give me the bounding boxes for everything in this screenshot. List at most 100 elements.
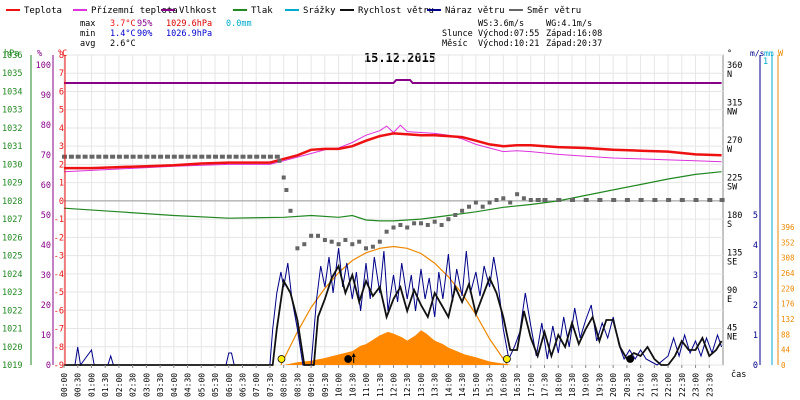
smer-point-35 xyxy=(288,208,293,213)
smer-point-32 xyxy=(277,158,282,163)
smer-point-84 xyxy=(707,198,713,202)
stat-max-2: 95% xyxy=(137,19,152,29)
xtick-label: 17:30 xyxy=(541,373,550,397)
smer-point-81 xyxy=(666,198,672,202)
xtick-label: 02:00 xyxy=(115,373,124,397)
xtick-label: 00:30 xyxy=(74,373,83,397)
tick-dir-name: SE xyxy=(727,258,737,268)
tick-degc: 8 xyxy=(59,51,64,61)
smer-point-13 xyxy=(151,154,157,159)
xtick-label: 08:00 xyxy=(280,373,289,397)
smer-point-49 xyxy=(384,229,389,234)
smer-point-82 xyxy=(679,198,685,202)
info-sun-rise: Východ:07:55 xyxy=(478,29,539,39)
smer-point-83 xyxy=(693,198,699,202)
tick-pct: 40 xyxy=(41,241,51,251)
tick-pct: 10 xyxy=(41,331,51,341)
tick-dir-name: NE xyxy=(727,333,737,343)
smer-point-75 xyxy=(583,198,589,202)
xtick-label: 20:00 xyxy=(609,373,618,397)
marker-moonset xyxy=(626,355,635,363)
tick-hpa: 1035 xyxy=(2,69,22,79)
tick-pct: 30 xyxy=(41,271,51,281)
smer-point-41 xyxy=(329,239,334,244)
legend-label-teplota: Teplota xyxy=(24,6,62,16)
series-vlhkost xyxy=(64,79,722,84)
legend-label-naraz: Náraz větru xyxy=(445,6,505,16)
xtick-label: 20:30 xyxy=(623,373,632,397)
tick-degc: -9 xyxy=(54,361,64,371)
legend: Teplota Přízemní teplota Vlhkost Tlak Srážky… xyxy=(6,6,581,16)
smer-point-16 xyxy=(171,154,177,159)
stat-max-0: max xyxy=(80,19,95,29)
smer-point-4 xyxy=(89,154,95,159)
series-teplota xyxy=(64,132,722,170)
smer-point-40 xyxy=(322,238,327,242)
smer-point-39 xyxy=(316,233,320,238)
smer-point-11 xyxy=(137,154,143,159)
xtick-label: 19:30 xyxy=(595,373,604,397)
xtick-label: 08:30 xyxy=(293,373,302,397)
xtick-label: 15:30 xyxy=(486,373,495,397)
smer-point-77 xyxy=(611,198,617,202)
tick-hpa: 1020 xyxy=(2,343,22,353)
smer-point-37 xyxy=(302,242,307,247)
xtick-label: 06:30 xyxy=(238,373,247,397)
info-moon-rise: Východ:10:21 xyxy=(478,39,539,49)
tick-ms: 0 xyxy=(753,361,758,371)
smer-point-18 xyxy=(185,154,191,159)
xtick-label: 17:00 xyxy=(527,373,536,397)
tick-degc: -6 xyxy=(54,306,64,316)
tick-dir-deg: 90 xyxy=(727,286,737,296)
series-layer xyxy=(62,79,725,367)
smer-point-78 xyxy=(624,198,630,202)
tick-ms: 4 xyxy=(753,241,758,251)
tick-dir-deg: 225 xyxy=(727,174,742,184)
smer-point-67 xyxy=(508,200,513,205)
info-moon-set: Západ:20:37 xyxy=(546,39,602,49)
tick-dir-deg: 270 xyxy=(727,136,742,146)
smer-point-80 xyxy=(652,198,658,202)
smer-point-65 xyxy=(494,198,499,202)
tick-hpa: 1027 xyxy=(2,215,22,225)
marker-sunset xyxy=(503,355,511,363)
tick-degc: -4 xyxy=(54,270,64,280)
tick-hpa: 1022 xyxy=(2,306,22,316)
smer-point-44 xyxy=(350,242,355,247)
tick-wm2: 88 xyxy=(781,330,791,339)
tick-wm2: 352 xyxy=(781,238,795,247)
smer-point-50 xyxy=(391,225,396,230)
smer-point-38 xyxy=(309,233,314,238)
unit-hpa: hPa xyxy=(4,49,19,59)
unit-mm: mm xyxy=(764,49,774,58)
xtick-label: 14:30 xyxy=(458,373,467,397)
tick-wm2: 44 xyxy=(781,346,791,355)
xtick-label: 23:00 xyxy=(692,373,701,397)
tick-degc: 3 xyxy=(59,142,64,152)
stat-min-3: 1026.9hPa xyxy=(166,29,212,39)
smer-point-69 xyxy=(521,196,526,201)
tick-mm: 1 xyxy=(763,57,768,67)
xlabel: čas xyxy=(731,369,746,380)
solar-theoretical-curve xyxy=(280,245,508,366)
xtick-label: 02:30 xyxy=(129,373,138,397)
tick-degc: -7 xyxy=(54,325,64,335)
smer-point-2 xyxy=(75,154,81,159)
xtick-label: 21:30 xyxy=(650,373,659,397)
xtick-label: 23:30 xyxy=(705,373,714,397)
unit-deg: ° xyxy=(727,49,732,59)
smer-point-27 xyxy=(247,154,253,159)
smer-point-5 xyxy=(96,154,102,159)
stat-min-1: 1.4°C xyxy=(110,29,136,39)
xtick-label: 12:30 xyxy=(403,373,412,397)
smer-point-51 xyxy=(398,223,403,227)
legend-label-prizemni: Přízemní teplota xyxy=(91,6,178,16)
tick-dir-deg: 315 xyxy=(727,99,742,109)
smer-point-76 xyxy=(597,198,603,202)
xtick-label: 07:00 xyxy=(252,373,261,397)
smer-point-33 xyxy=(281,175,286,180)
marker-moonrise xyxy=(344,355,353,363)
tick-pct: 60 xyxy=(41,181,51,191)
tick-dir-name: E xyxy=(727,295,732,305)
